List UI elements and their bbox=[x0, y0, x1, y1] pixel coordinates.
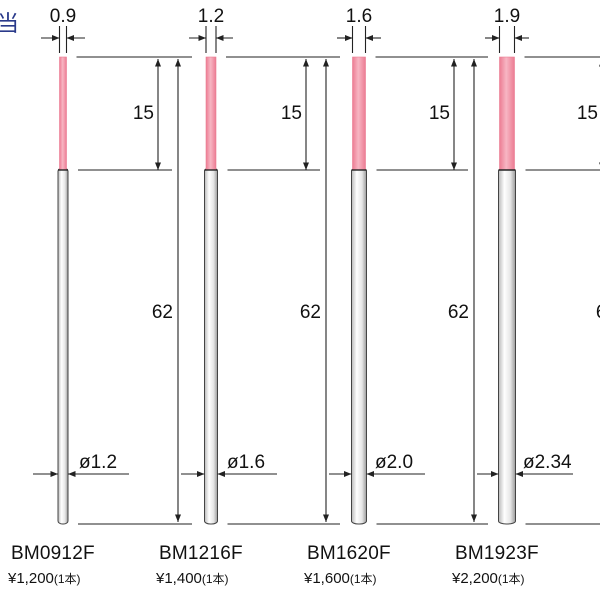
tool-bm0912f: 0.9 15 62 ø1.2 bbox=[33, 6, 192, 525]
model-number: BM1620F bbox=[307, 543, 391, 564]
filament-tip bbox=[499, 56, 515, 171]
model-number: BM1923F bbox=[455, 543, 539, 564]
price-quantity: (1本) bbox=[53, 572, 81, 586]
tool-bm1216f: 1.2 15 62 ø1.6 bbox=[181, 6, 340, 525]
price-value: ¥2,200 bbox=[452, 570, 498, 587]
model-number: BM1216F bbox=[159, 543, 243, 564]
total-length-label: 62 bbox=[300, 302, 321, 323]
tip-length-label: 15 bbox=[577, 103, 598, 124]
shaft bbox=[351, 167, 367, 525]
shaft-diameter-label: ø2.0 bbox=[375, 452, 413, 473]
tip-length-label: 15 bbox=[429, 103, 450, 124]
tip-length-label: 15 bbox=[281, 103, 302, 124]
corner-heading-fragment: 当 bbox=[0, 12, 20, 37]
shaft-diameter-label: ø1.2 bbox=[79, 452, 117, 473]
total-length-label: 62 bbox=[596, 302, 600, 323]
tip-length-label: 15 bbox=[133, 103, 154, 124]
price-value: ¥1,600 bbox=[304, 570, 350, 587]
price-value: ¥1,200 bbox=[8, 570, 54, 587]
price: ¥1,200(1本) bbox=[8, 570, 81, 587]
tool-bm1620f: 1.6 15 62 ø2.0 bbox=[329, 6, 488, 525]
price-quantity: (1本) bbox=[497, 572, 525, 586]
shaft-diameter-label: ø1.6 bbox=[227, 452, 265, 473]
shaft-diameter-label: ø2.34 bbox=[523, 452, 572, 473]
price: ¥1,400(1本) bbox=[156, 570, 229, 587]
shaft bbox=[57, 167, 69, 525]
tip-width-label: 1.6 bbox=[346, 6, 372, 27]
filament-tip bbox=[59, 56, 67, 171]
price-value: ¥1,400 bbox=[156, 570, 202, 587]
total-length-label: 62 bbox=[152, 302, 173, 323]
filament-tip bbox=[352, 56, 366, 171]
model-number: BM0912F bbox=[11, 543, 95, 564]
tool-bm1923f: 1.9 15 62 ø2.34 bbox=[477, 6, 600, 525]
total-length-label: 62 bbox=[448, 302, 469, 323]
tip-width-label: 0.9 bbox=[50, 6, 76, 27]
tip-width-label: 1.9 bbox=[494, 6, 520, 27]
shaft bbox=[498, 167, 516, 525]
price: ¥2,200(1本) bbox=[452, 570, 525, 587]
price-quantity: (1本) bbox=[349, 572, 377, 586]
shaft bbox=[204, 167, 218, 525]
tip-width-label: 1.2 bbox=[198, 6, 224, 27]
price: ¥1,600(1本) bbox=[304, 570, 377, 587]
price-quantity: (1本) bbox=[201, 572, 229, 586]
filament-tip bbox=[205, 56, 217, 171]
